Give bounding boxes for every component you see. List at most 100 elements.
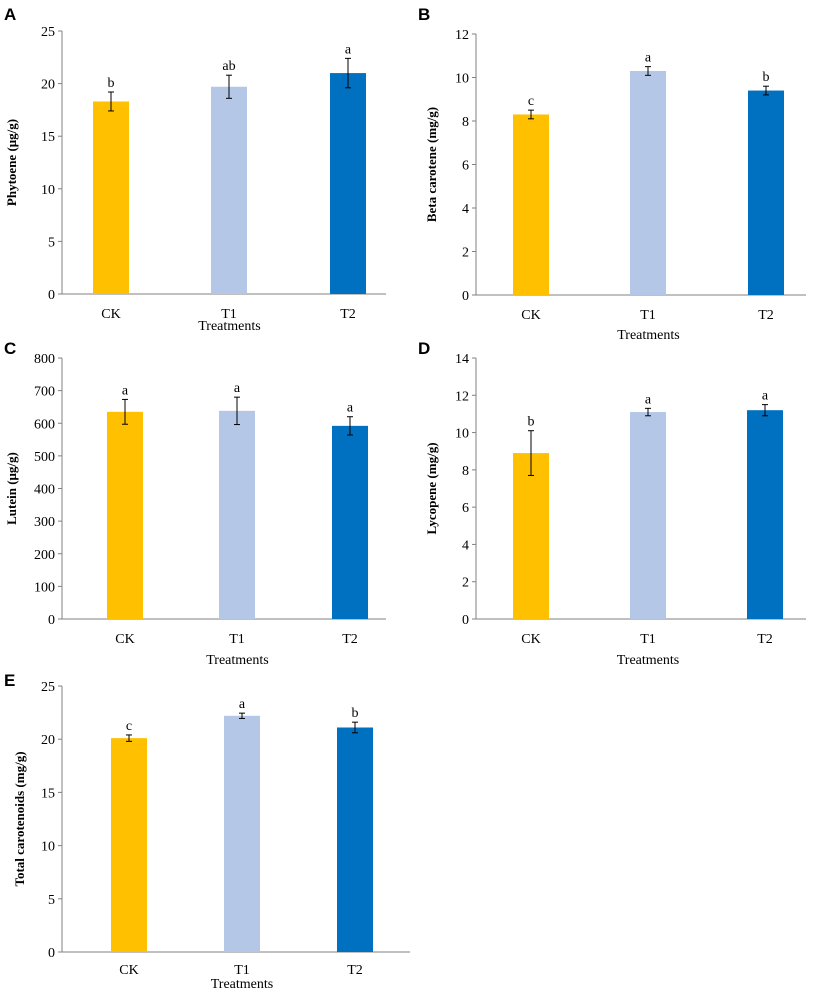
- y-tick-label: 12: [455, 389, 469, 404]
- y-tick-label: 6: [462, 159, 469, 174]
- x-tick-label: CK: [119, 963, 138, 978]
- y-tick-label: 12: [455, 28, 469, 43]
- y-tick-label: 10: [41, 840, 55, 855]
- significance-label: b: [352, 706, 359, 721]
- significance-label: a: [122, 383, 129, 398]
- bar-t2: [337, 727, 373, 952]
- y-tick-label: 0: [462, 613, 469, 628]
- y-axis-label: Lycopene (mg/g): [424, 442, 439, 534]
- significance-label: c: [528, 94, 534, 109]
- y-tick-label: 2: [462, 246, 469, 261]
- bar-t2: [330, 73, 366, 294]
- significance-label: ab: [222, 59, 235, 74]
- significance-label: a: [234, 381, 241, 396]
- bar-t1: [630, 70, 666, 295]
- x-tick-label: T1: [234, 963, 250, 978]
- chart-panel-e: E 0 5 10 15 20 25 c CK a T1 b T2 Treatments Total caro…: [4, 671, 410, 992]
- significance-label: b: [528, 415, 535, 430]
- x-axis-label: Treatments: [198, 319, 260, 334]
- y-tick-label: 2: [462, 576, 469, 591]
- x-tick-label: T2: [347, 963, 363, 978]
- y-tick-label: 8: [462, 115, 469, 130]
- chart-panel-a: A 0 5 10 15 20 25 b CK ab T1 a T2 Treatments Phytoene …: [4, 5, 386, 334]
- y-tick-label: 10: [455, 427, 469, 442]
- y-axis-label: Lutein (μg/g): [4, 452, 19, 525]
- y-tick-label: 25: [41, 25, 55, 40]
- y-tick-label: 0: [48, 946, 55, 961]
- x-tick-label: T2: [758, 308, 774, 323]
- bar-t2: [332, 425, 368, 619]
- panel-letter: E: [4, 671, 15, 690]
- bar-t1: [219, 410, 255, 619]
- y-tick-label: 0: [462, 289, 469, 304]
- bar-ck: [107, 411, 143, 619]
- y-tick-label: 300: [34, 515, 55, 530]
- x-tick-label: CK: [521, 632, 540, 647]
- y-tick-label: 600: [34, 417, 55, 432]
- x-axis-label: Treatments: [617, 653, 679, 668]
- bar-ck: [513, 114, 549, 295]
- x-axis-label: Treatments: [211, 977, 273, 992]
- x-tick-label: CK: [115, 632, 134, 647]
- y-tick-label: 5: [48, 235, 55, 250]
- x-tick-label: CK: [521, 308, 540, 323]
- y-tick-label: 200: [34, 548, 55, 563]
- y-tick-label: 4: [462, 202, 469, 217]
- bar-t2: [747, 410, 783, 619]
- y-axis-label: Beta carotene (mg/g): [424, 107, 439, 222]
- y-tick-label: 400: [34, 483, 55, 498]
- y-tick-label: 4: [462, 538, 469, 553]
- y-tick-label: 500: [34, 450, 55, 465]
- chart-panel-b: B 0 2 4 6 8 10 12 c CK a T1 b T2 Treatments Beta carote…: [418, 5, 806, 343]
- y-tick-label: 20: [41, 733, 55, 748]
- y-axis-label: Total carotenoids (mg/g): [12, 751, 27, 886]
- y-tick-label: 6: [462, 501, 469, 516]
- bar-t1: [630, 412, 666, 619]
- panel-letter: B: [418, 5, 430, 24]
- chart-panel-c: C 0 100 200 300 400 500 600 700 800 a CK a T1 a T2 Treat…: [4, 339, 386, 668]
- y-tick-label: 800: [34, 352, 55, 367]
- x-tick-label: T1: [640, 308, 656, 323]
- panel-letter: D: [418, 339, 430, 358]
- x-axis-label: Treatments: [206, 653, 268, 668]
- significance-label: a: [347, 401, 354, 416]
- x-axis-label: Treatments: [617, 328, 679, 343]
- x-tick-label: T1: [229, 632, 245, 647]
- bar-t1: [224, 715, 260, 952]
- y-tick-label: 5: [48, 893, 55, 908]
- x-tick-label: T2: [340, 307, 356, 322]
- y-tick-label: 14: [455, 352, 469, 367]
- y-tick-label: 15: [41, 130, 55, 145]
- significance-label: a: [239, 697, 246, 712]
- y-tick-label: 25: [41, 680, 55, 695]
- x-tick-label: CK: [101, 307, 120, 322]
- x-tick-label: T1: [221, 307, 237, 322]
- y-tick-label: 10: [41, 183, 55, 198]
- significance-label: a: [345, 42, 352, 57]
- significance-label: a: [762, 389, 769, 404]
- y-tick-label: 100: [34, 580, 55, 595]
- significance-label: a: [645, 51, 652, 66]
- chart-panel-d: D 0 2 4 6 8 10 12 14 b CK a T1 a T2 Treatments Lycopene …: [418, 339, 806, 668]
- significance-label: b: [763, 70, 770, 85]
- y-tick-label: 10: [455, 72, 469, 87]
- significance-label: c: [126, 719, 132, 734]
- x-tick-label: T2: [342, 632, 358, 647]
- y-tick-label: 15: [41, 786, 55, 801]
- bar-ck: [513, 453, 549, 619]
- x-tick-label: T2: [757, 632, 773, 647]
- y-tick-label: 0: [48, 613, 55, 628]
- panel-letter: C: [4, 339, 16, 358]
- x-tick-label: T1: [640, 632, 656, 647]
- y-tick-label: 0: [48, 288, 55, 303]
- y-axis-label: Phytoene (μg/g): [4, 119, 19, 206]
- bar-ck: [111, 738, 147, 952]
- significance-label: b: [108, 76, 115, 91]
- y-tick-label: 8: [462, 464, 469, 479]
- bar-ck: [93, 101, 129, 294]
- bar-t2: [748, 90, 784, 295]
- significance-label: a: [645, 392, 652, 407]
- panel-letter: A: [4, 5, 16, 24]
- y-tick-label: 20: [41, 78, 55, 93]
- y-tick-label: 700: [34, 385, 55, 400]
